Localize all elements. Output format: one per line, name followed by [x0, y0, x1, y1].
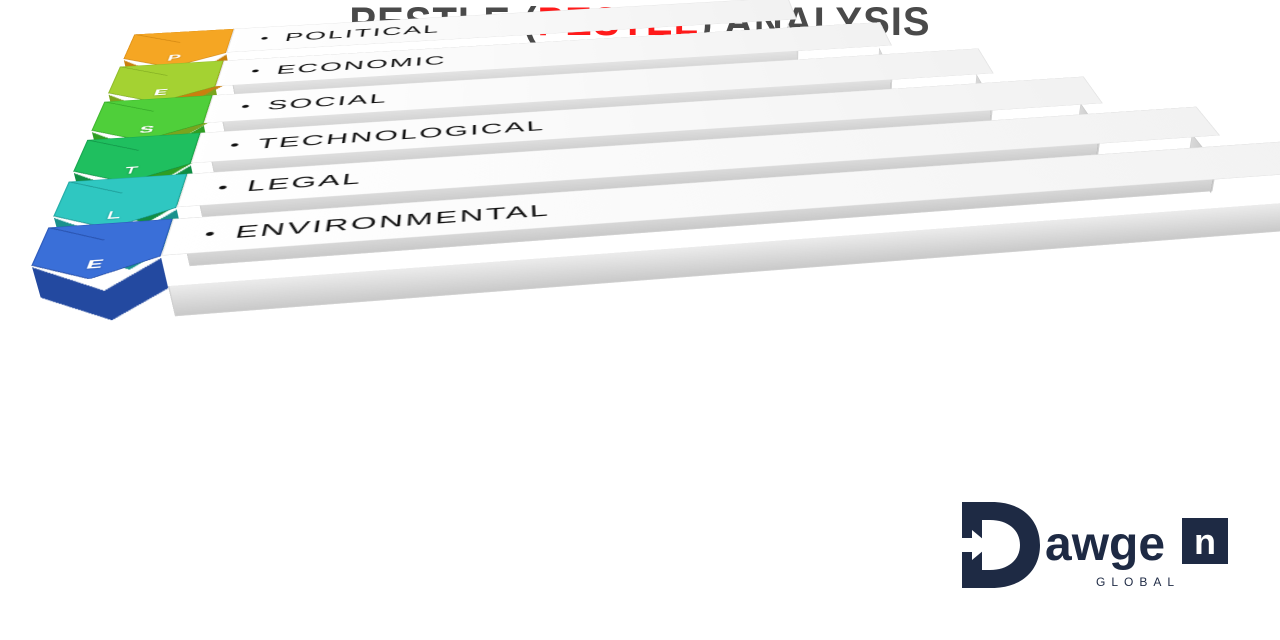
category-label: ECONOMIC — [275, 53, 447, 77]
bullet-icon: • — [202, 225, 219, 243]
bullet-icon: • — [216, 179, 232, 195]
category-label: LEGAL — [245, 169, 364, 195]
chevron: E — [23, 219, 173, 284]
bullet-icon: • — [249, 65, 263, 78]
logo-word: awge — [1045, 518, 1165, 571]
category-label: POLITICAL — [283, 22, 440, 44]
logo-tagline: GLOBAL — [1096, 575, 1180, 589]
bullet-icon: • — [259, 33, 272, 45]
company-logo: awge n GLOBAL — [950, 490, 1240, 600]
bullet-icon: • — [239, 100, 254, 114]
chevron-front — [40, 286, 175, 325]
category-label: SOCIAL — [266, 90, 389, 113]
bullet-icon: • — [228, 138, 243, 153]
svg-text:n: n — [1194, 521, 1216, 562]
